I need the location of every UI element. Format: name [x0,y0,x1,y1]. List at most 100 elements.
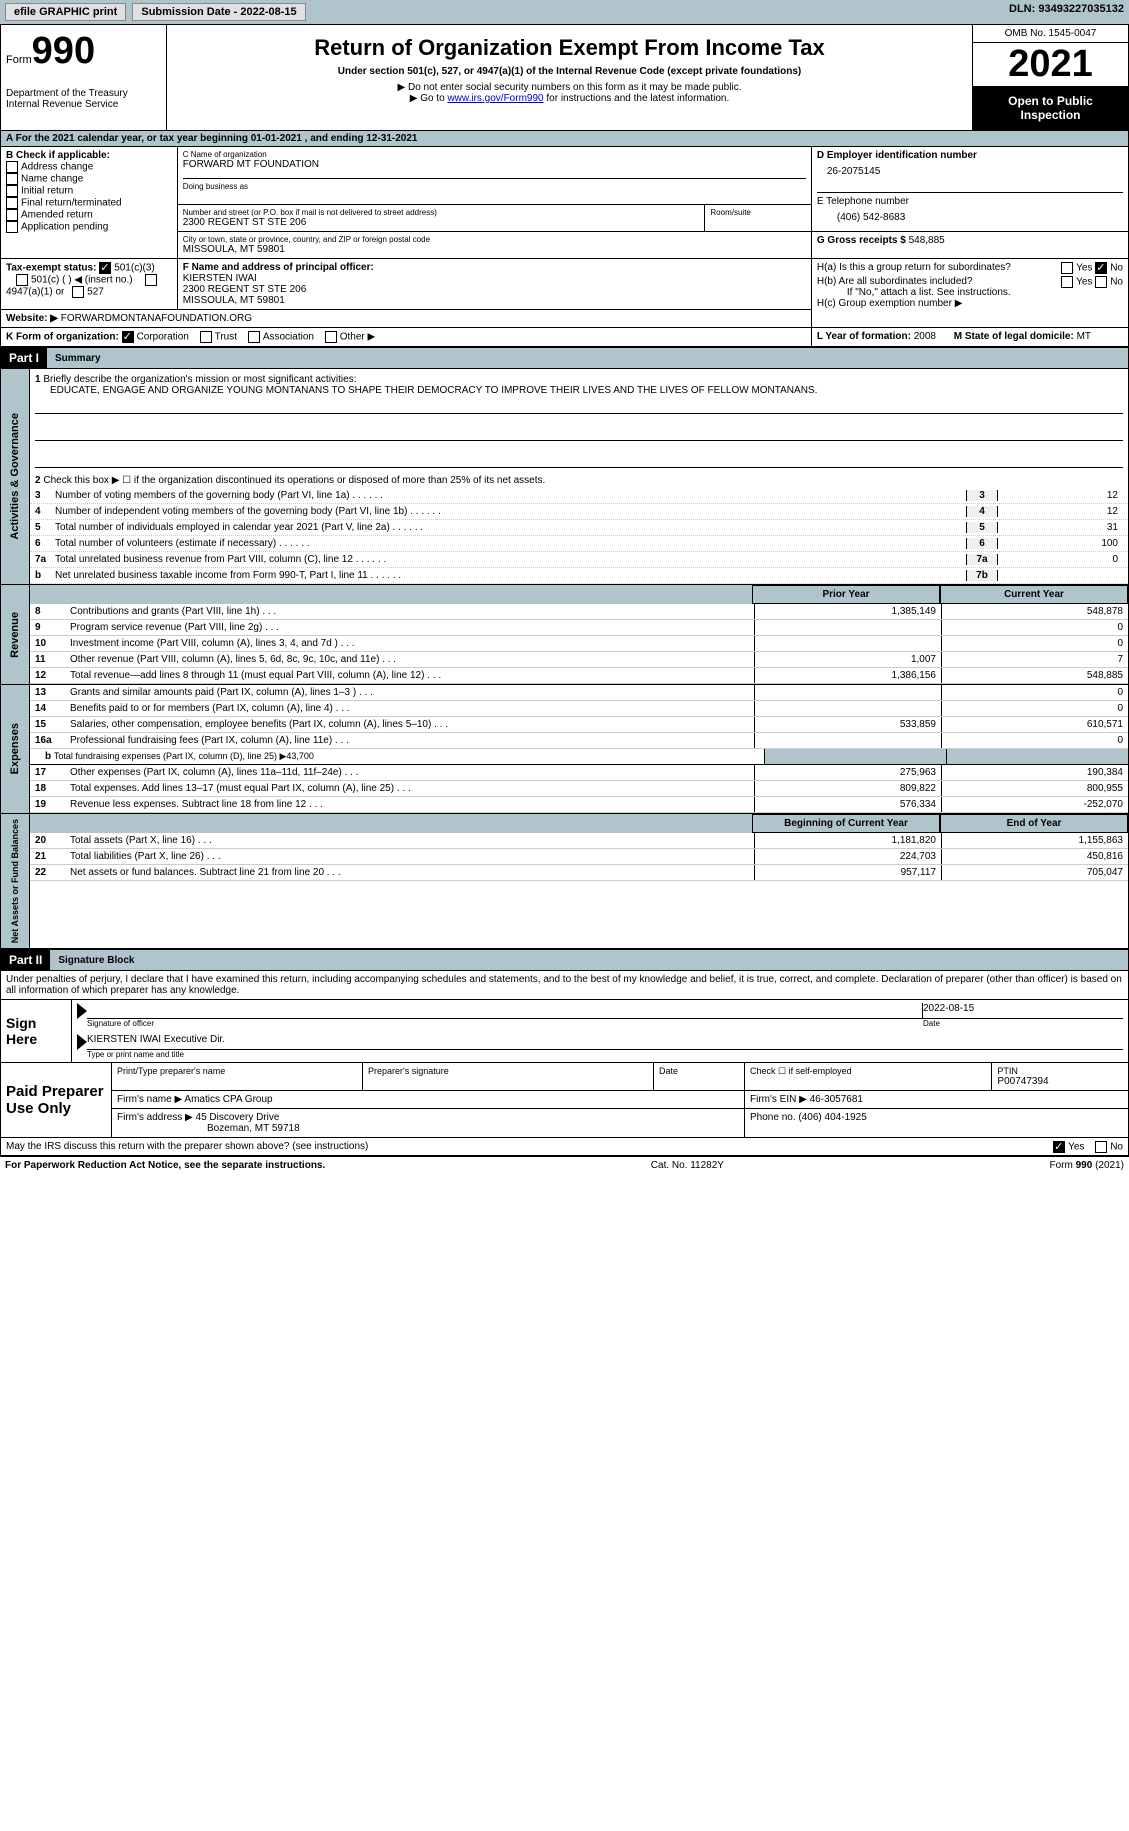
rev-section: Revenue Prior Year Current Year 8Contrib… [0,584,1129,684]
omb: OMB No. 1545-0047 [973,25,1128,43]
j-label: Website: ▶ [6,313,58,324]
line-21: 21Total liabilities (Part X, line 26) . … [30,849,1128,865]
check-corp[interactable] [122,331,134,343]
side-rev: Revenue [7,607,23,663]
b-label: B Check if applicable: [6,150,172,161]
check-final-return-terminated: Final return/terminated [6,197,172,209]
firm-name: Amatics CPA Group [184,1094,272,1105]
l-label: L Year of formation: [817,331,911,342]
submission-btn[interactable]: Submission Date - 2022-08-15 [132,3,305,21]
sign-table: Sign Here 2022-08-15 Signature of office… [0,999,1129,1063]
check-501c3[interactable] [99,262,111,274]
type-name-label: Type or print name and title [87,1050,1123,1059]
line-3: 3Number of voting members of the governi… [30,488,1128,504]
side-net: Net Assets or Fund Balances [8,814,22,948]
prep-date: Date [654,1063,745,1091]
efile-btn[interactable]: efile GRAPHIC print [5,3,126,21]
exp-section: Expenses 13Grants and similar amounts pa… [0,684,1129,813]
part2-title: Signature Block [50,952,142,969]
entity-table: B Check if applicable: Address changeNam… [0,147,1129,347]
e-label: E Telephone number [817,196,1123,207]
line-15: 15Salaries, other compensation, employee… [30,717,1128,733]
form-ref: Form 990 (2021) [1050,1160,1124,1171]
k-label: K Form of organization: [6,332,119,343]
irs: Internal Revenue Service [6,99,161,110]
firm-ein-label: Firm's EIN ▶ [750,1094,807,1105]
check-assoc[interactable] [248,331,260,343]
line-20: 20Total assets (Part X, line 16) . . .1,… [30,833,1128,849]
line-19: 19Revenue less expenses. Subtract line 1… [30,797,1128,813]
form-label: Form [6,54,32,66]
mission: EDUCATE, ENGAGE AND ORGANIZE YOUNG MONTA… [50,385,1123,396]
dln: DLN: 93493227035132 [1009,3,1124,15]
firm-addr-label: Firm's address ▶ [117,1112,193,1123]
preparer-table: Paid Preparer Use Only Print/Type prepar… [0,1063,1129,1138]
form-title: Return of Organization Exempt From Incom… [172,35,967,61]
line-9: 9Program service revenue (Part VIII, lin… [30,620,1128,636]
line-16a: 16aProfessional fundraising fees (Part I… [30,733,1128,749]
check-4947[interactable] [145,274,157,286]
line-8: 8Contributions and grants (Part VIII, li… [30,604,1128,620]
c-label: C Name of organization [183,150,806,159]
sig-arrow-1 [77,1003,87,1019]
line2: Check this box ▶ ☐ if the organization d… [43,475,545,486]
d-label: D Employer identification number [817,150,1123,161]
firm-phone: (406) 404-1925 [798,1112,866,1123]
note2: ▶ Go to www.irs.gov/Form990 for instruct… [172,93,967,104]
sign-here: Sign Here [1,1000,72,1063]
sig-arrow-2 [77,1034,87,1050]
begin-year: Beginning of Current Year [752,814,940,833]
firm-phone-label: Phone no. [750,1112,796,1123]
addr-label: Number and street (or P.O. box if mail i… [183,208,700,217]
mission-label: Briefly describe the organization's miss… [43,374,356,385]
form-header: Form990 Department of the Treasury Inter… [0,24,1129,131]
m-val: MT [1077,331,1091,342]
i-label: Tax-exempt status: [6,263,96,274]
prior-year-header: Prior Year [752,585,940,604]
net-section: Net Assets or Fund Balances Beginning of… [0,813,1129,949]
line-22: 22Net assets or fund balances. Subtract … [30,865,1128,881]
line-b: bNet unrelated business taxable income f… [30,568,1128,584]
line16b: Total fundraising expenses (Part IX, col… [54,751,314,761]
firm-city: Bozeman, MT 59718 [207,1123,300,1134]
hb: H(b) Are all subordinates included? Yes … [817,276,1123,287]
ha: H(a) Is this a group return for subordin… [817,262,1123,273]
side-gov: Activities & Governance [7,408,23,545]
addr: 2300 REGENT ST STE 206 [183,217,700,228]
firm-name-label: Firm's name ▶ [117,1094,182,1105]
note2-pre: ▶ Go to [410,93,448,104]
check-amended-return: Amended return [6,209,172,221]
ein: 26-2075145 [827,166,1123,177]
discuss-yes[interactable] [1053,1141,1065,1153]
g-label: G Gross receipts $ [817,235,906,246]
check-527[interactable] [72,286,84,298]
check-501c[interactable] [16,274,28,286]
part1-title: Summary [47,350,109,367]
sig-officer-label: Signature of officer [87,1019,923,1028]
f-label: F Name and address of principal officer: [183,262,806,273]
inspection: Open to Public Inspection [973,86,1128,130]
officer-name-title: KIERSTEN IWAI Executive Dir. [87,1034,1123,1050]
501c: 501(c) ( ) ◀ (insert no.) [31,275,133,286]
print-name: Print/Type preparer's name [112,1063,363,1091]
check-other[interactable] [325,331,337,343]
line-5: 5Total number of individuals employed in… [30,520,1128,536]
check-application-pending: Application pending [6,221,172,233]
firm-ein: 46-3057681 [810,1094,863,1105]
line-17: 17Other expenses (Part IX, column (A), l… [30,765,1128,781]
ptin: P00747394 [997,1076,1123,1087]
check-name-change: Name change [6,173,172,185]
cat-no: Cat. No. 11282Y [651,1160,724,1171]
side-exp: Expenses [7,718,23,779]
room-label: Room/suite [710,208,805,217]
discuss-no[interactable] [1095,1141,1107,1153]
check-address-change: Address change [6,161,172,173]
form-number: 990 [32,30,95,72]
check-trust[interactable] [200,331,212,343]
501c3: 501(c)(3) [114,263,155,274]
prep-sig: Preparer's signature [363,1063,654,1091]
subtitle: Under section 501(c), 527, or 4947(a)(1)… [172,66,967,77]
irs-link[interactable]: www.irs.gov/Form990 [447,93,543,104]
footer: For Paperwork Reduction Act Notice, see … [0,1156,1129,1174]
part2-label: Part II [1,950,50,970]
